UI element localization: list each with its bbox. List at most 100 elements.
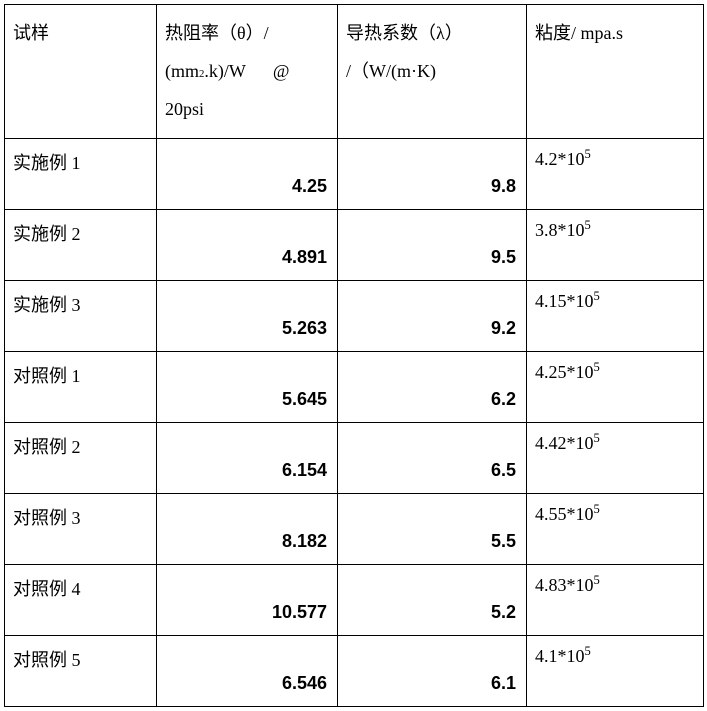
column-theta-line2: (mm2.k)/W @	[165, 53, 329, 91]
thermal-resistance-cell: 6.546	[157, 636, 338, 707]
thermal-conductivity-value: 6.5	[491, 460, 516, 481]
viscosity-base: 3.8	[535, 220, 558, 240]
thermal-conductivity-value: 9.2	[491, 318, 516, 339]
column-sample-line1: 试样	[13, 15, 148, 53]
viscosity-exponent: 5	[594, 360, 600, 374]
viscosity-exponent: 5	[594, 502, 600, 516]
column-viscosity-line1: 粘度/ mpa.s	[535, 15, 695, 53]
viscosity-value: 4.55*105	[535, 502, 695, 525]
column-header-thermal-resistance: 热阻率（θ）/ (mm2.k)/W @ 20psi	[157, 5, 338, 139]
sample-label-cell: 实施例 3	[5, 281, 157, 352]
thermal-resistance-cell: 10.577	[157, 565, 338, 636]
thermal-resistance-cell: 6.154	[157, 423, 338, 494]
table-row: 实施例 2 4.891 9.5 3.8*105	[5, 210, 704, 281]
column-header-viscosity: 粘度/ mpa.s	[527, 5, 704, 139]
thermal-conductivity-cell: 6.2	[338, 352, 527, 423]
sample-label-cell: 对照例 5	[5, 636, 157, 707]
viscosity-cell: 4.2*105	[527, 139, 704, 210]
table-row: 对照例 1 5.645 6.2 4.25*105	[5, 352, 704, 423]
viscosity-value: 4.15*105	[535, 289, 695, 312]
sample-label: 对照例 1	[13, 362, 148, 388]
viscosity-value: 4.1*105	[535, 644, 695, 667]
viscosity-exponent: 5	[594, 431, 600, 445]
thermal-resistance-cell: 4.25	[157, 139, 338, 210]
table-row: 实施例 3 5.263 9.2 4.15*105	[5, 281, 704, 352]
thermal-conductivity-cell: 5.5	[338, 494, 527, 565]
viscosity-value: 4.25*105	[535, 360, 695, 383]
viscosity-cell: 4.55*105	[527, 494, 704, 565]
viscosity-base: 4.25	[535, 362, 567, 382]
thermal-resistance-value: 8.182	[282, 531, 327, 552]
thermal-conductivity-cell: 9.8	[338, 139, 527, 210]
thermal-conductivity-cell: 9.2	[338, 281, 527, 352]
sample-label-cell: 实施例 2	[5, 210, 157, 281]
thermal-resistance-value: 6.546	[282, 673, 327, 694]
table-row: 对照例 4 10.577 5.2 4.83*105	[5, 565, 704, 636]
thermal-conductivity-cell: 5.2	[338, 565, 527, 636]
viscosity-value: 4.2*105	[535, 147, 695, 170]
viscosity-base: 4.1	[535, 646, 558, 666]
sample-label: 对照例 2	[13, 433, 148, 459]
thermal-conductivity-cell: 6.1	[338, 636, 527, 707]
column-theta-line3: 20psi	[165, 91, 329, 129]
thermal-conductivity-value: 5.5	[491, 531, 516, 552]
viscosity-cell: 4.83*105	[527, 565, 704, 636]
column-header-thermal-conductivity: 导热系数（λ） /（W/(m·K)	[338, 5, 527, 139]
thermal-resistance-value: 5.645	[282, 389, 327, 410]
thermal-resistance-value: 10.577	[272, 602, 327, 623]
viscosity-cell: 4.25*105	[527, 352, 704, 423]
viscosity-cell: 4.15*105	[527, 281, 704, 352]
viscosity-exponent: 5	[585, 218, 591, 232]
viscosity-cell: 4.1*105	[527, 636, 704, 707]
table-header-row: 试样 热阻率（θ）/ (mm2.k)/W @ 20psi 导热系数（λ） /（W…	[5, 5, 704, 139]
viscosity-base: 4.2	[535, 149, 558, 169]
sample-label: 实施例 3	[13, 291, 148, 317]
thermal-resistance-cell: 5.263	[157, 281, 338, 352]
viscosity-value: 4.83*105	[535, 573, 695, 596]
table-row: 实施例 14.259.84.2*105	[5, 139, 704, 210]
sample-label-cell: 对照例 2	[5, 423, 157, 494]
viscosity-base: 4.42	[535, 433, 567, 453]
viscosity-exponent: 5	[585, 644, 591, 658]
materials-data-table: 试样 热阻率（θ）/ (mm2.k)/W @ 20psi 导热系数（λ） /（W…	[4, 4, 704, 707]
thermal-resistance-value: 4.25	[292, 176, 327, 197]
thermal-conductivity-cell: 6.5	[338, 423, 527, 494]
sample-label: 对照例 4	[13, 575, 148, 601]
sample-label-cell: 对照例 4	[5, 565, 157, 636]
viscosity-base: 4.15	[535, 291, 567, 311]
sample-label: 实施例 2	[13, 220, 148, 246]
column-lambda-line1: 导热系数（λ）	[346, 15, 518, 53]
table-row: 对照例 5 6.546 6.1 4.1*105	[5, 636, 704, 707]
sample-label: 实施例 1	[13, 149, 148, 175]
viscosity-cell: 3.8*105	[527, 210, 704, 281]
sample-label-cell: 对照例 3	[5, 494, 157, 565]
thermal-conductivity-cell: 9.5	[338, 210, 527, 281]
viscosity-exponent: 5	[594, 289, 600, 303]
viscosity-exponent: 5	[585, 147, 591, 161]
thermal-conductivity-value: 6.2	[491, 389, 516, 410]
viscosity-exponent: 5	[594, 573, 600, 587]
thermal-resistance-cell: 4.891	[157, 210, 338, 281]
thermal-conductivity-value: 9.5	[491, 247, 516, 268]
sample-label: 对照例 3	[13, 504, 148, 530]
column-header-sample: 试样	[5, 5, 157, 139]
thermal-resistance-value: 4.891	[282, 247, 327, 268]
viscosity-base: 4.55	[535, 504, 567, 524]
sample-label: 对照例 5	[13, 646, 148, 672]
column-lambda-line2: /（W/(m·K)	[346, 53, 518, 91]
sample-label-cell: 对照例 1	[5, 352, 157, 423]
table-row: 对照例 2 6.154 6.5 4.42*105	[5, 423, 704, 494]
column-theta-line1: 热阻率（θ）/	[165, 15, 329, 53]
thermal-conductivity-value: 9.8	[491, 176, 516, 197]
thermal-resistance-cell: 8.182	[157, 494, 338, 565]
thermal-resistance-value: 6.154	[282, 460, 327, 481]
viscosity-cell: 4.42*105	[527, 423, 704, 494]
thermal-conductivity-value: 6.1	[491, 673, 516, 694]
thermal-conductivity-value: 5.2	[491, 602, 516, 623]
thermal-resistance-value: 5.263	[282, 318, 327, 339]
sample-label-cell: 实施例 1	[5, 139, 157, 210]
thermal-resistance-cell: 5.645	[157, 352, 338, 423]
viscosity-base: 4.83	[535, 575, 567, 595]
viscosity-value: 4.42*105	[535, 431, 695, 454]
viscosity-value: 3.8*105	[535, 218, 695, 241]
